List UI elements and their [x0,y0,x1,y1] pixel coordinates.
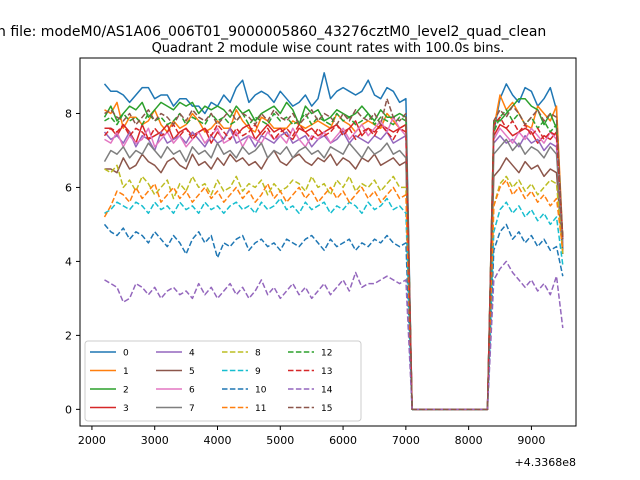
legend-label-7: 7 [189,404,195,414]
x-tick-label: 9000 [517,434,545,447]
x-tick-label: 3000 [141,434,169,447]
x-tick-label: 4000 [203,434,231,447]
chart-title: Quadrant 2 module wise count rates with … [152,41,505,56]
y-tick-label: 0 [65,403,72,416]
x-tick-label: 2000 [78,434,106,447]
x-tick-label: 8000 [455,434,483,447]
series-line-15 [104,97,564,411]
legend-label-0: 0 [123,349,129,359]
x-tick-label: 6000 [329,434,357,447]
y-tick-label: 8 [65,107,72,120]
y-tick-label: 4 [65,255,72,268]
legend-label-15: 15 [321,404,332,414]
legend-label-10: 10 [255,386,267,396]
x-tick-label: 7000 [392,434,420,447]
plot-frame [79,57,577,427]
axis-layer: 2000 3000 4000 5000 6000 7000 8000 9000 0 2 4 6 8 [65,107,545,447]
legend-label-8: 8 [255,349,261,359]
legend-label-6: 6 [189,386,195,396]
legend-label-9: 9 [255,367,261,377]
legend-label-5: 5 [189,367,195,377]
series-layer [103,72,564,411]
legend-label-12: 12 [321,349,332,359]
legend-label-1: 1 [123,367,129,377]
legend-label-14: 14 [321,386,333,396]
legend-label-3: 3 [123,404,129,414]
x-offset-label: +4.3368e8 [515,456,576,469]
chart-suptitle: n file: modeM0/AS1A06_006T01_9000005860_… [0,24,546,40]
legend-box [84,340,362,422]
legend-label-4: 4 [189,349,195,359]
x-tick-label: 5000 [266,434,294,447]
y-tick-label: 2 [65,329,72,342]
legend-label-11: 11 [255,404,266,414]
legend-label-13: 13 [321,367,332,377]
legend-label-2: 2 [123,386,129,396]
y-tick-label: 6 [65,181,72,194]
